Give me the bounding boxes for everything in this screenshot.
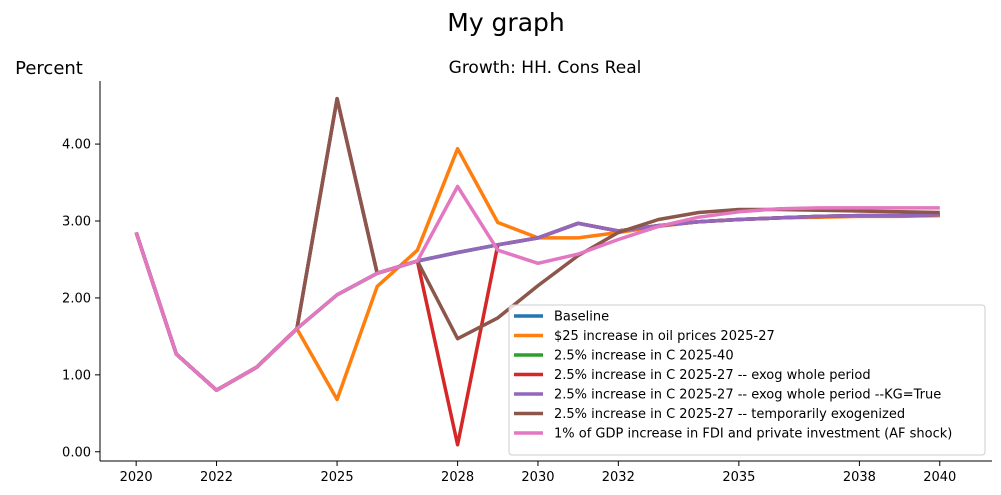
x-tick-label: 2022	[200, 470, 233, 485]
y-axis-label: Percent	[15, 58, 83, 79]
y-axis-ticks: 0.00 1.00 2.00 3.00 4.00	[62, 138, 100, 460]
x-tick-label: 2030	[521, 470, 554, 485]
series-lines	[134, 96, 940, 447]
x-tick-label: 2032	[602, 470, 635, 485]
legend-label-1: Baseline	[554, 310, 609, 325]
x-tick-label: 2028	[441, 470, 474, 485]
legend-label-2: $25 increase in oil prices 2025-27	[554, 329, 775, 344]
y-tick-label: 4.00	[62, 138, 91, 153]
x-axis-ticks: 2020 2022 2025 2028 2030 2032 2035 2038 2040	[120, 461, 956, 485]
x-tick-label: 2040	[923, 470, 956, 485]
legend-label-7: 1% of GDP increase in FDI and private in…	[554, 427, 952, 442]
x-tick-label: 2035	[722, 470, 755, 485]
chart-title: Growth: HH. Cons Real	[449, 58, 642, 78]
legend-box	[508, 304, 986, 456]
legend-label-3: 2.5% increase in C 2025-40	[554, 349, 734, 364]
y-tick-label: 1.00	[62, 368, 91, 383]
x-tick-label: 2020	[120, 470, 153, 485]
y-tick-label: 2.00	[62, 291, 91, 306]
y-tick-label: 0.00	[62, 445, 91, 460]
x-tick-label: 2025	[321, 470, 354, 485]
legend: Baseline $25 increase in oil prices 2025-…	[508, 304, 986, 456]
x-tick-label: 2038	[843, 470, 876, 485]
series-line-7	[134, 184, 940, 392]
legend-label-4: 2.5% increase in C 2025-27 -- exog whole…	[554, 368, 871, 383]
legend-label-6: 2.5% increase in C 2025-27 -- temporaril…	[554, 407, 905, 422]
figure-title: My graph	[447, 8, 565, 37]
y-tick-label: 3.00	[62, 215, 91, 230]
legend-label-5: 2.5% increase in C 2025-27 -- exog whole…	[554, 388, 941, 403]
